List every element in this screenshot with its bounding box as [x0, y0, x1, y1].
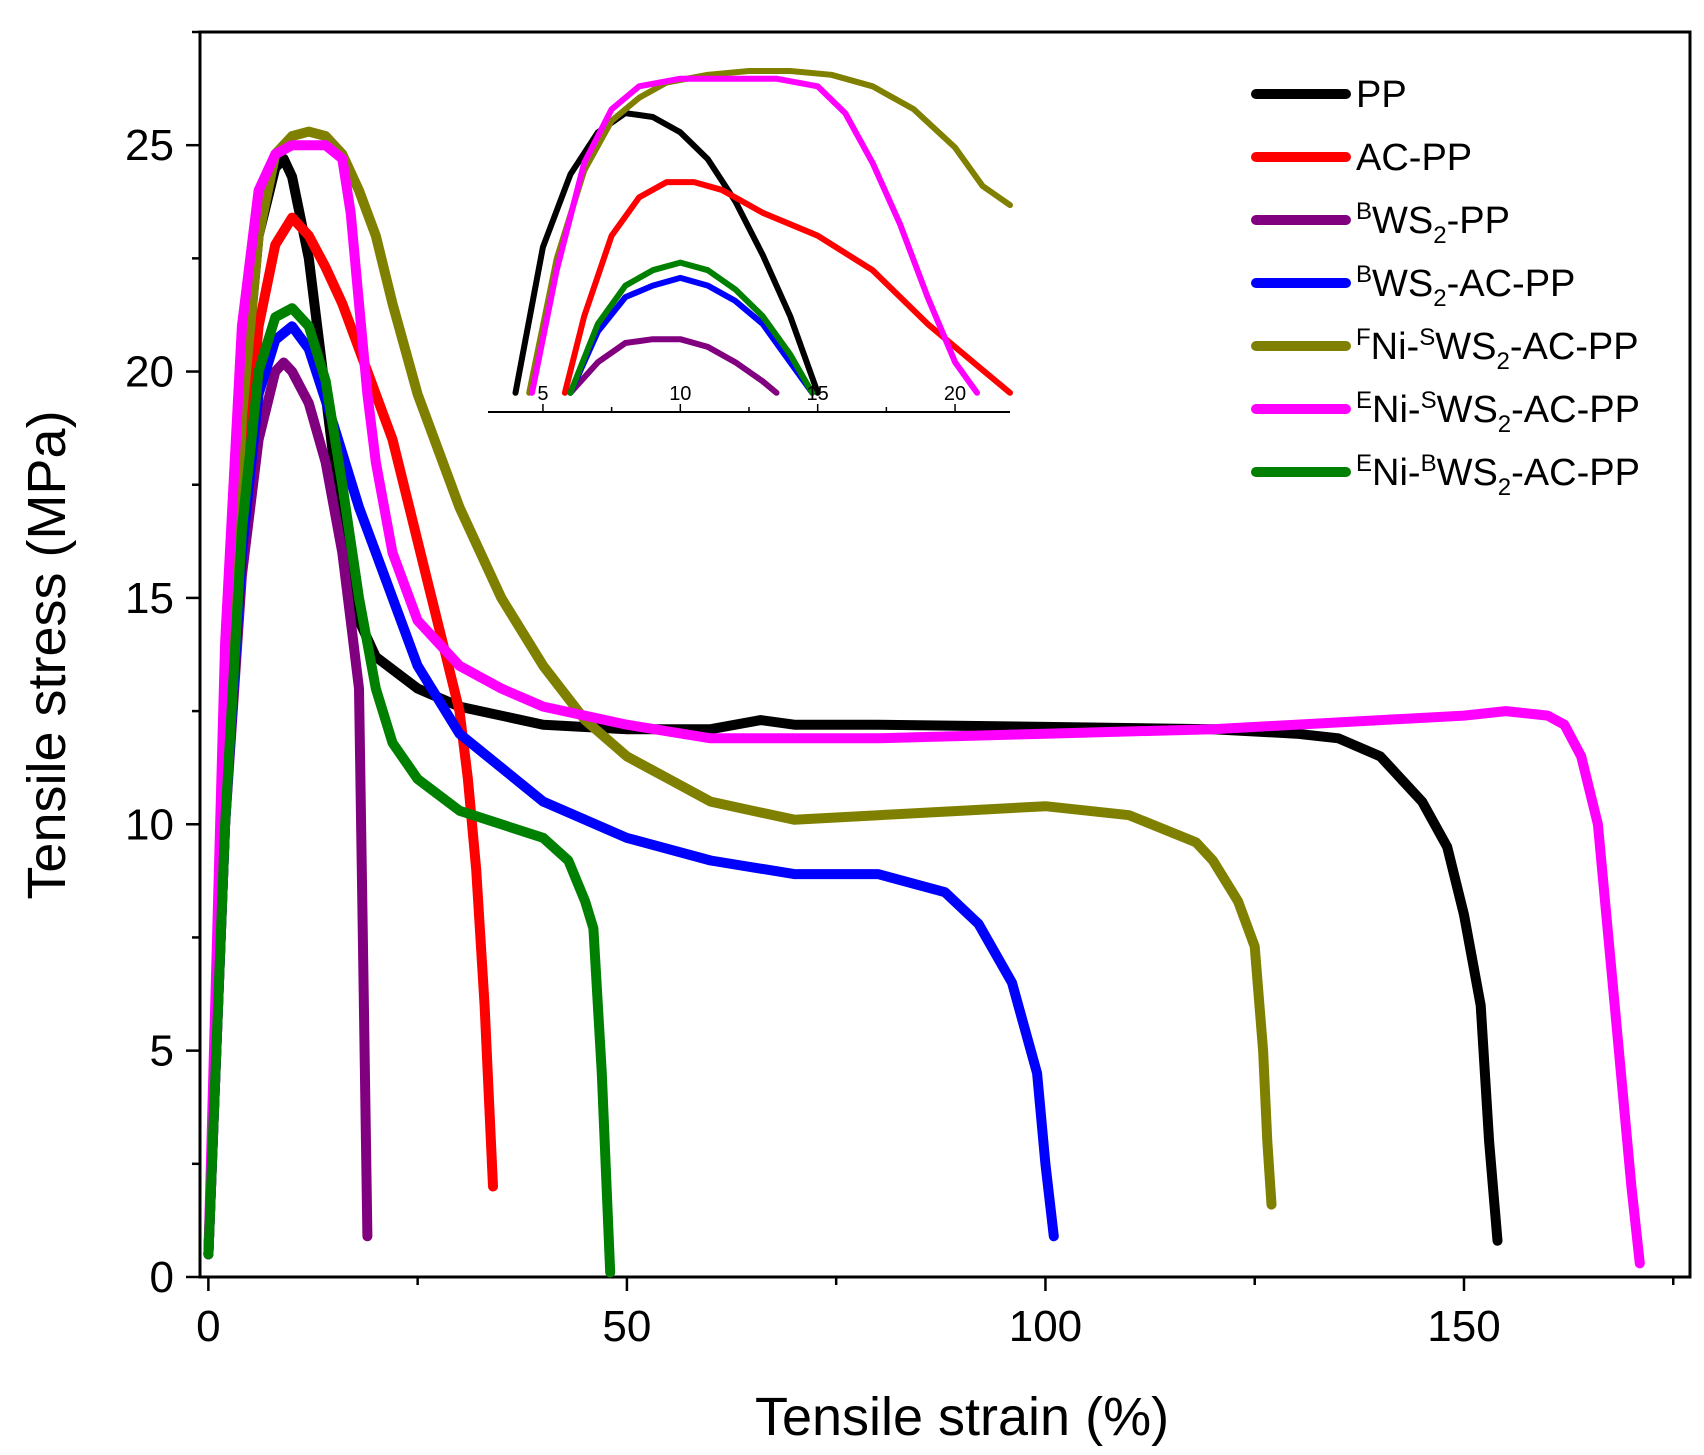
- legend-label: BWS2-AC-PP: [1356, 261, 1575, 312]
- y-tick-label: 5: [150, 1027, 174, 1076]
- legend-item-eni-bws2-ac-pp: ENi-BWS2-AC-PP: [1251, 450, 1640, 501]
- series-line-ac-pp: [203, 212, 498, 1260]
- series-line-eni-bws2-ac-pp: [203, 303, 616, 1278]
- series-line-eni-sws2-ac-pp: [203, 140, 1645, 1269]
- inset-x-tick-label: 5: [537, 383, 548, 405]
- inset-series-line-pp: [512, 110, 821, 396]
- legend-item-fni-sws2-ac-pp: FNi-SWS2-AC-PP: [1251, 324, 1639, 375]
- inset-x-tick-label: 10: [669, 383, 691, 405]
- inset-series-line-bws2-pp: [567, 336, 780, 396]
- x-axis-title: Tensile strain (%): [755, 1387, 1169, 1447]
- legend-label: BWS2-PP: [1356, 198, 1510, 249]
- series-line-bws2-ac-pp: [203, 321, 1059, 1260]
- legend-label: PP: [1356, 74, 1407, 116]
- legend-item-pp: PP: [1251, 74, 1407, 116]
- y-tick-label: 15: [125, 574, 174, 623]
- legend: PP AC-PP BWS2-PP BWS2-AC-PP FNi-SWS2-AC-PP EN…: [1251, 74, 1640, 501]
- legend-item-bws2-pp: BWS2-PP: [1251, 198, 1510, 249]
- legend-item-eni-sws2-ac-pp: ENi-SWS2-AC-PP: [1251, 387, 1640, 438]
- x-tick-label: 50: [602, 1302, 651, 1351]
- inset-lines: [512, 68, 1013, 396]
- legend-label: FNi-SWS2-AC-PP: [1356, 324, 1639, 375]
- x-tick-label: 150: [1427, 1302, 1500, 1351]
- inset-series-line-eni-bws2-ac-pp: [567, 259, 816, 396]
- legend-item-bws2-ac-pp: BWS2-AC-PP: [1251, 261, 1575, 312]
- y-tick-label: 25: [125, 121, 174, 170]
- inset-series-line-bws2-ac-pp: [567, 274, 816, 396]
- legend-label: ENi-SWS2-AC-PP: [1356, 387, 1640, 438]
- legend-label: ENi-BWS2-AC-PP: [1356, 450, 1640, 501]
- inset-series-line-fni-sws2-ac-pp: [526, 68, 1013, 396]
- inset-series-line-ac-pp: [561, 179, 1013, 396]
- inset-series-line-eni-sws2-ac-pp: [529, 75, 980, 396]
- y-tick-label: 0: [150, 1253, 174, 1302]
- main-lines: [203, 126, 1645, 1278]
- legend-item-ac-pp: AC-PP: [1251, 137, 1472, 179]
- inset-x-tick-label: 20: [944, 383, 966, 405]
- main-plot: 0 50 100 150 0 5 10 15 20 25 Tensile strain (%) T…: [17, 30, 1692, 1447]
- main-ticks: 0 50 100 150 0 5 10 15 20 25: [125, 30, 1675, 1351]
- x-tick-label: 100: [1009, 1302, 1082, 1351]
- inset-x-tick-label: 15: [807, 383, 829, 405]
- y-tick-label: 10: [125, 800, 174, 849]
- y-tick-label: 20: [125, 348, 174, 397]
- y-axis-title: Tensile stress (MPa): [17, 410, 77, 899]
- plot-frame: [198, 30, 1692, 1279]
- legend-label: AC-PP: [1356, 137, 1472, 179]
- x-tick-label: 0: [196, 1302, 220, 1351]
- inset-ticks: 5 10 15 20: [537, 383, 966, 412]
- inset-plot: 5 10 15 20: [488, 48, 1013, 413]
